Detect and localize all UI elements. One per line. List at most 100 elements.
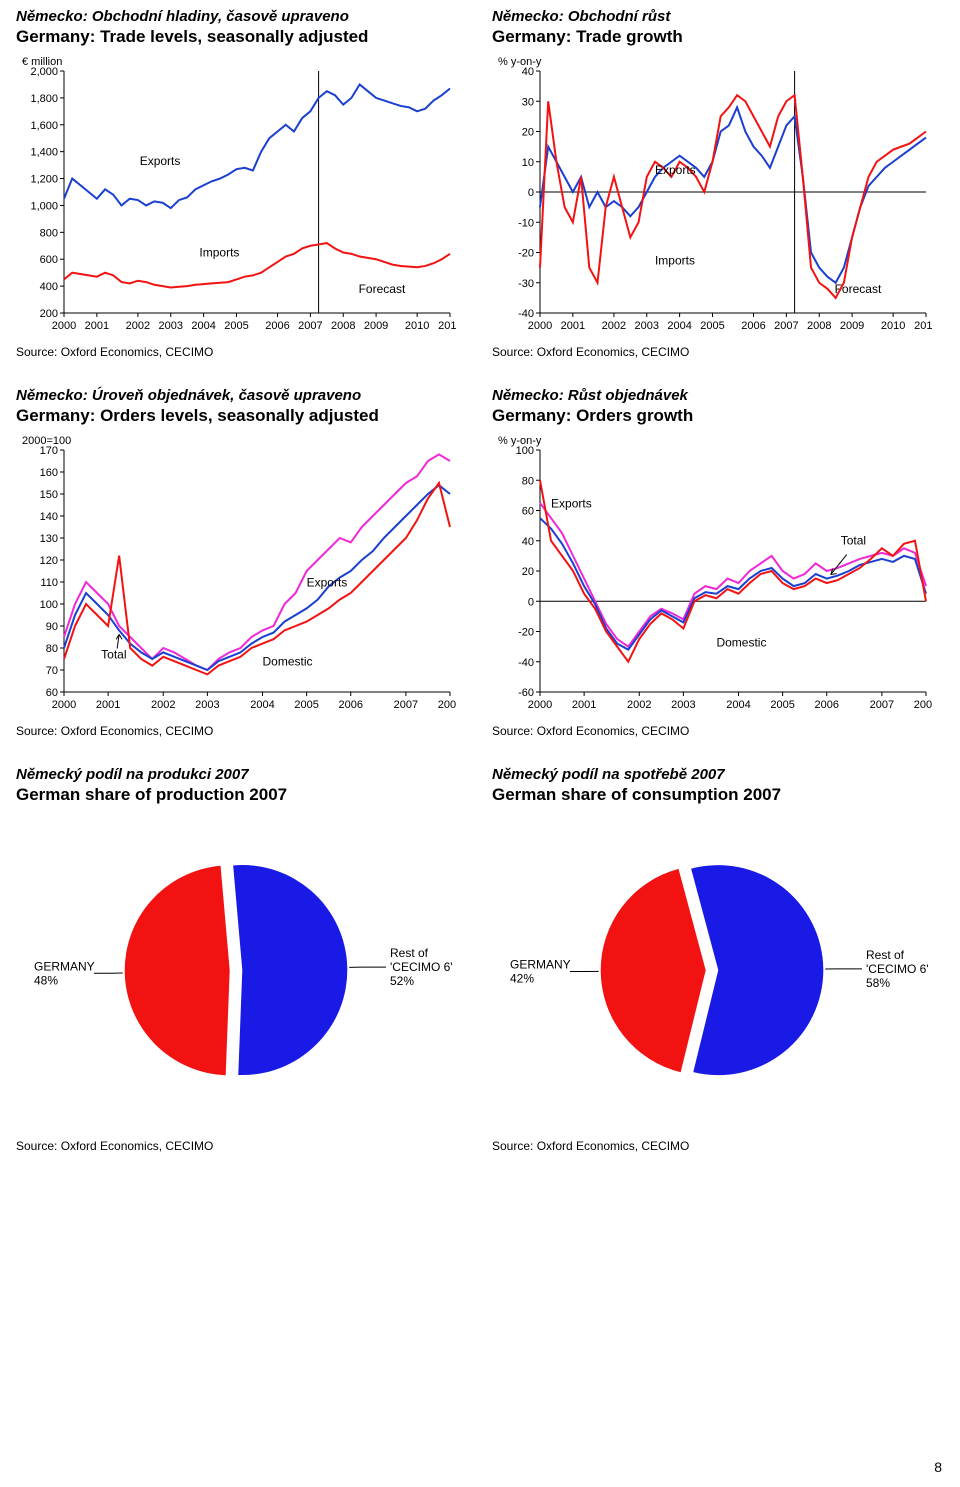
svg-text:Domestic: Domestic: [716, 636, 766, 650]
svg-text:2007: 2007: [774, 320, 798, 332]
svg-text:2005: 2005: [700, 320, 724, 332]
cz-title: Německý podíl na spotřebě 2007: [492, 766, 944, 783]
source-text: Source: Oxford Economics, CECIMO: [16, 724, 468, 738]
svg-text:-40: -40: [518, 308, 534, 320]
svg-text:Imports: Imports: [199, 246, 239, 260]
svg-text:80: 80: [522, 475, 534, 487]
svg-text:10: 10: [522, 157, 534, 169]
svg-text:-60: -60: [518, 687, 534, 699]
svg-text:20: 20: [522, 566, 534, 578]
svg-text:2005: 2005: [294, 699, 318, 711]
svg-text:2002: 2002: [126, 320, 150, 332]
svg-text:2001: 2001: [572, 699, 596, 711]
svg-text:2001: 2001: [561, 320, 585, 332]
svg-text:Rest of: Rest of: [866, 948, 905, 962]
svg-text:Domestic: Domestic: [263, 655, 313, 669]
svg-text:-10: -10: [518, 217, 534, 229]
source-text: Source: Oxford Economics, CECIMO: [492, 345, 944, 359]
svg-text:48%: 48%: [34, 973, 58, 987]
svg-text:2006: 2006: [741, 320, 765, 332]
svg-text:120: 120: [40, 555, 58, 567]
chart-pie-production: Rest of'CECIMO 6'52%GERMANY48%: [16, 809, 468, 1119]
svg-text:2004: 2004: [726, 699, 750, 711]
cz-title: Německý podíl na produkci 2007: [16, 766, 468, 783]
panel-orders-growth: Německo: Růst objednávek Germany: Orders…: [492, 387, 944, 738]
svg-text:Exports: Exports: [655, 163, 696, 177]
svg-text:200: 200: [40, 308, 58, 320]
svg-text:1,200: 1,200: [30, 174, 58, 186]
svg-text:100: 100: [40, 599, 58, 611]
svg-text:Exports: Exports: [551, 496, 592, 510]
en-title: German share of production 2007: [16, 785, 468, 805]
svg-text:2005: 2005: [770, 699, 794, 711]
svg-text:'CECIMO 6': 'CECIMO 6': [866, 962, 929, 976]
svg-text:2000=100: 2000=100: [22, 435, 71, 447]
source-text: Source: Oxford Economics, CECIMO: [492, 724, 944, 738]
svg-text:-20: -20: [518, 248, 534, 260]
svg-text:1,600: 1,600: [30, 120, 58, 132]
svg-text:Total: Total: [841, 534, 866, 548]
svg-text:30: 30: [522, 96, 534, 108]
chart-orders-levels: 6070809010011012013014015016017020002001…: [16, 430, 468, 720]
svg-text:60: 60: [46, 687, 58, 699]
svg-text:2001: 2001: [96, 699, 120, 711]
svg-text:2000: 2000: [52, 699, 76, 711]
en-title: Germany: Orders growth: [492, 406, 944, 426]
svg-text:52%: 52%: [390, 974, 414, 988]
svg-text:Rest of: Rest of: [390, 946, 429, 960]
svg-text:2008: 2008: [914, 699, 932, 711]
svg-text:2006: 2006: [265, 320, 289, 332]
svg-text:600: 600: [40, 254, 58, 266]
svg-text:Forecast: Forecast: [359, 282, 406, 296]
svg-text:400: 400: [40, 281, 58, 293]
svg-text:2007: 2007: [394, 699, 418, 711]
panel-trade-levels: Německo: Obchodní hladiny, časově uprave…: [16, 8, 468, 359]
source-text: Source: Oxford Economics, CECIMO: [16, 345, 468, 359]
svg-text:Total: Total: [101, 647, 126, 661]
svg-text:2004: 2004: [191, 320, 215, 332]
svg-text:40: 40: [522, 536, 534, 548]
svg-text:2004: 2004: [250, 699, 274, 711]
svg-text:2008: 2008: [438, 699, 456, 711]
panel-orders-levels: Německo: Úroveň objednávek, časově uprav…: [16, 387, 468, 738]
chart-pie-consumption: Rest of'CECIMO 6'58%GERMANY42%: [492, 809, 944, 1119]
svg-text:800: 800: [40, 227, 58, 239]
svg-text:2004: 2004: [667, 320, 691, 332]
en-title: German share of consumption 2007: [492, 785, 944, 805]
svg-text:140: 140: [40, 511, 58, 523]
svg-text:-40: -40: [518, 657, 534, 669]
svg-text:2003: 2003: [159, 320, 183, 332]
chart-orders-growth: -60-40-200204060801002000200120022003200…: [492, 430, 944, 720]
svg-text:2002: 2002: [151, 699, 175, 711]
svg-text:% y-on-y: % y-on-y: [498, 56, 542, 68]
svg-text:150: 150: [40, 489, 58, 501]
svg-text:-20: -20: [518, 627, 534, 639]
svg-text:2007: 2007: [298, 320, 322, 332]
svg-text:Imports: Imports: [655, 254, 695, 268]
svg-text:1,800: 1,800: [30, 93, 58, 105]
svg-text:Exports: Exports: [307, 575, 348, 589]
svg-text:2000: 2000: [528, 320, 552, 332]
svg-text:2009: 2009: [364, 320, 388, 332]
source-text: Source: Oxford Economics, CECIMO: [16, 1139, 468, 1153]
svg-text:110: 110: [40, 577, 58, 589]
cz-title: Německo: Úroveň objednávek, časově uprav…: [16, 387, 468, 404]
svg-text:2005: 2005: [224, 320, 248, 332]
page-number: 8: [934, 1459, 942, 1475]
svg-text:2003: 2003: [635, 320, 659, 332]
cz-title: Německo: Obchodní růst: [492, 8, 944, 25]
svg-text:2002: 2002: [627, 699, 651, 711]
svg-text:20: 20: [522, 127, 534, 139]
svg-text:2011: 2011: [438, 320, 456, 332]
svg-text:Exports: Exports: [140, 154, 181, 168]
svg-text:2003: 2003: [671, 699, 695, 711]
svg-text:GERMANY: GERMANY: [510, 958, 571, 972]
chart-trade-growth: -40-30-20-100102030402000200120022003200…: [492, 51, 944, 341]
svg-text:2010: 2010: [405, 320, 429, 332]
svg-text:0: 0: [528, 596, 534, 608]
en-title: Germany: Trade levels, seasonally adjust…: [16, 27, 468, 47]
svg-text:0: 0: [528, 187, 534, 199]
source-text: Source: Oxford Economics, CECIMO: [492, 1139, 944, 1153]
svg-text:160: 160: [40, 467, 58, 479]
svg-text:2003: 2003: [195, 699, 219, 711]
